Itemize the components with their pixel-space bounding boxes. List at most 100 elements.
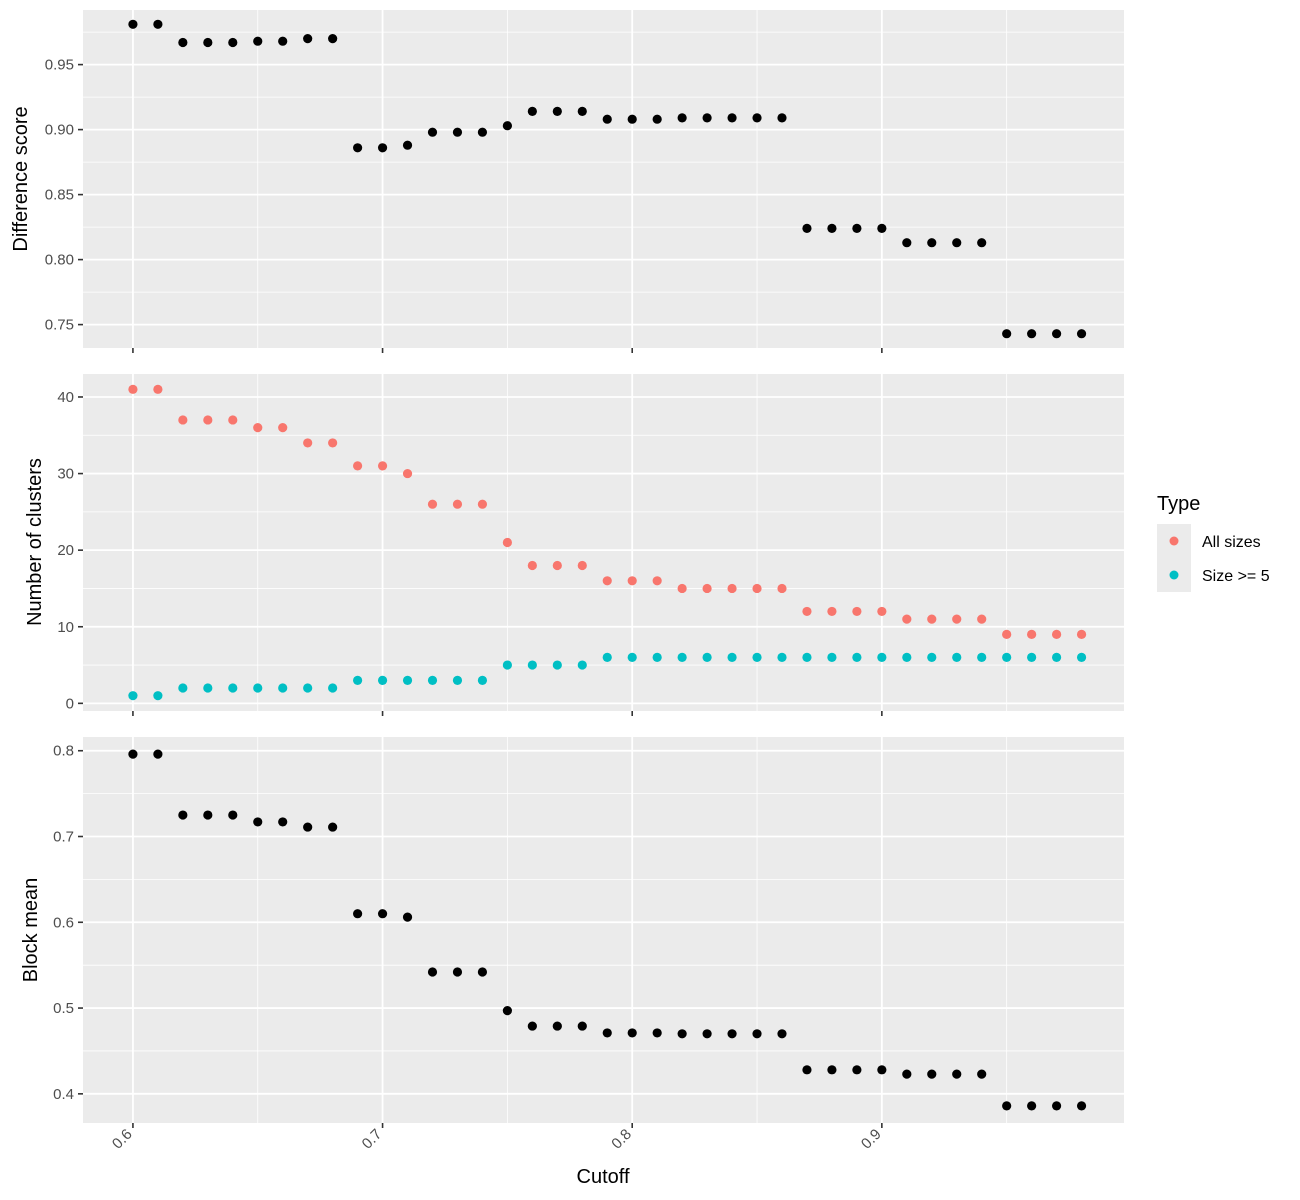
number-of-clusters-point-s1-28 bbox=[827, 652, 837, 662]
difference-score-point-s0-15 bbox=[502, 121, 512, 131]
number-of-clusters-point-s0-13 bbox=[452, 499, 463, 509]
number-of-clusters-point-s0-29 bbox=[852, 606, 862, 617]
legend-label-all-sizes: All sizes bbox=[1202, 534, 1261, 551]
number-of-clusters-point-s1-19 bbox=[602, 652, 612, 662]
number-of-clusters-point-s1-10 bbox=[377, 675, 388, 685]
difference-score-point-s0-30 bbox=[877, 223, 887, 233]
number-of-clusters-point-s1-22 bbox=[677, 652, 687, 662]
number-of-clusters-point-s1-12 bbox=[427, 675, 438, 685]
number-of-clusters-y-tick-label-30: 30 bbox=[57, 466, 74, 483]
block-mean-point-s0-30 bbox=[877, 1065, 887, 1075]
number-of-clusters-y-tick-label-10: 10 bbox=[57, 619, 74, 636]
block-mean-point-s0-17 bbox=[552, 1021, 562, 1031]
number-of-clusters-point-s0-27 bbox=[802, 606, 812, 617]
number-of-clusters-point-s1-17 bbox=[552, 660, 562, 670]
block-mean-point-s0-14 bbox=[477, 967, 488, 977]
number-of-clusters-point-s1-27 bbox=[802, 652, 812, 662]
number-of-clusters-point-s0-24 bbox=[727, 583, 737, 594]
number-of-clusters-point-s0-15 bbox=[502, 537, 512, 548]
number-of-clusters-point-s0-18 bbox=[577, 560, 587, 571]
number-of-clusters-point-s1-5 bbox=[253, 683, 263, 693]
number-of-clusters-point-s0-2 bbox=[178, 415, 188, 425]
difference-score-y-tick-label-0-85: 0.85 bbox=[45, 187, 74, 204]
difference-score-point-s0-11 bbox=[402, 140, 413, 150]
difference-score-point-s0-7 bbox=[303, 34, 313, 44]
number-of-clusters-gridlines bbox=[83, 374, 1124, 711]
block-mean-point-s0-38 bbox=[1076, 1101, 1087, 1111]
number-of-clusters-point-s0-6 bbox=[278, 423, 288, 433]
block-mean-y-tick-label-0-5: 0.5 bbox=[53, 1000, 74, 1017]
number-of-clusters-point-s1-20 bbox=[627, 652, 637, 662]
number-of-clusters-point-s0-3 bbox=[203, 415, 213, 425]
number-of-clusters-point-s0-0 bbox=[128, 384, 138, 394]
difference-score-y-tick-label-0-9: 0.90 bbox=[45, 122, 74, 139]
number-of-clusters-y-tick-label-40: 40 bbox=[57, 389, 74, 406]
difference-score-point-s0-10 bbox=[377, 143, 388, 153]
block-mean-point-s0-15 bbox=[502, 1006, 512, 1016]
number-of-clusters-point-s0-19 bbox=[602, 576, 612, 586]
difference-score-point-s0-21 bbox=[652, 114, 662, 124]
legend-key-all-sizes bbox=[1169, 536, 1179, 546]
block-mean-gridlines bbox=[83, 737, 1124, 1123]
number-of-clusters-y-tick-label-0: 0 bbox=[66, 695, 74, 712]
number-of-clusters-point-s0-4 bbox=[228, 415, 238, 425]
difference-score-axis-ticks: 0.75 0.80 0.85 0.90 0.95 bbox=[45, 57, 883, 353]
number-of-clusters-point-s1-3 bbox=[203, 683, 213, 693]
number-of-clusters-point-s0-37 bbox=[1051, 629, 1062, 640]
number-of-clusters-y-axis-title: Number of clusters bbox=[24, 458, 46, 626]
block-mean-point-s0-10 bbox=[377, 909, 388, 919]
number-of-clusters-point-s1-26 bbox=[777, 652, 787, 662]
block-mean-point-s0-35 bbox=[1002, 1101, 1012, 1111]
block-mean-y-tick-label-0-6: 0.6 bbox=[53, 914, 74, 931]
number-of-clusters-point-s1-36 bbox=[1027, 652, 1037, 662]
block-mean-point-s0-23 bbox=[702, 1029, 712, 1039]
number-of-clusters-point-s1-2 bbox=[178, 683, 188, 693]
difference-score-point-s0-4 bbox=[228, 37, 238, 48]
number-of-clusters-point-s1-1 bbox=[153, 691, 163, 701]
block-mean-y-tick-label-0-4: 0.4 bbox=[53, 1086, 74, 1103]
block-mean-point-s0-19 bbox=[602, 1028, 612, 1038]
difference-score-y-tick-label-0-95: 0.95 bbox=[45, 57, 74, 74]
number-of-clusters-point-s0-17 bbox=[552, 560, 562, 571]
block-mean-point-s0-12 bbox=[427, 967, 438, 977]
legend-label-size-5: Size >= 5 bbox=[1202, 568, 1270, 585]
difference-score-point-s0-20 bbox=[627, 114, 637, 124]
number-of-clusters-point-s1-7 bbox=[303, 683, 313, 693]
type-legend: Type All sizes Size >= 5 bbox=[1157, 493, 1270, 592]
block-mean-point-s0-11 bbox=[402, 912, 413, 922]
block-mean-point-s0-32 bbox=[927, 1069, 937, 1079]
block-mean-axis-ticks: 0.4 0.5 0.6 0.7 0.8 bbox=[53, 743, 883, 1128]
block-mean-point-s0-26 bbox=[777, 1029, 787, 1039]
difference-score-point-s0-27 bbox=[802, 223, 812, 233]
number-of-clusters-point-s0-26 bbox=[777, 583, 787, 594]
block-mean-point-s0-0 bbox=[128, 749, 138, 759]
difference-score-point-s0-6 bbox=[278, 36, 288, 46]
difference-score-point-s0-3 bbox=[203, 37, 213, 48]
number-of-clusters-point-s0-9 bbox=[353, 461, 363, 471]
difference-score-point-s0-13 bbox=[452, 127, 463, 137]
block-mean-point-s0-36 bbox=[1027, 1101, 1037, 1111]
number-of-clusters-point-s1-18 bbox=[577, 660, 587, 670]
block-mean-point-s0-6 bbox=[278, 817, 288, 827]
number-of-clusters-point-s1-24 bbox=[727, 652, 737, 662]
number-of-clusters-point-s1-8 bbox=[328, 683, 338, 693]
difference-score-point-s0-8 bbox=[328, 34, 338, 44]
block-mean-point-s0-16 bbox=[527, 1021, 537, 1031]
block-mean-point-s0-3 bbox=[203, 810, 213, 820]
block-mean-y-axis-title: Block mean bbox=[20, 878, 42, 983]
legend-title: Type bbox=[1157, 493, 1200, 515]
number-of-clusters-point-s1-14 bbox=[477, 675, 488, 685]
difference-score-point-s0-29 bbox=[852, 223, 862, 233]
number-of-clusters-point-s0-28 bbox=[827, 606, 837, 617]
difference-score-point-s0-26 bbox=[777, 113, 787, 123]
difference-score-point-s0-17 bbox=[552, 106, 562, 116]
number-of-clusters-point-s1-34 bbox=[977, 652, 987, 662]
difference-score-point-s0-19 bbox=[602, 114, 612, 124]
block-mean-point-s0-4 bbox=[228, 810, 238, 820]
block-mean-points bbox=[128, 749, 1087, 1111]
block-mean-point-s0-18 bbox=[577, 1021, 587, 1031]
number-of-clusters-point-s1-33 bbox=[952, 652, 962, 662]
difference-score-point-s0-38 bbox=[1076, 329, 1087, 339]
difference-score-point-s0-32 bbox=[927, 238, 937, 248]
